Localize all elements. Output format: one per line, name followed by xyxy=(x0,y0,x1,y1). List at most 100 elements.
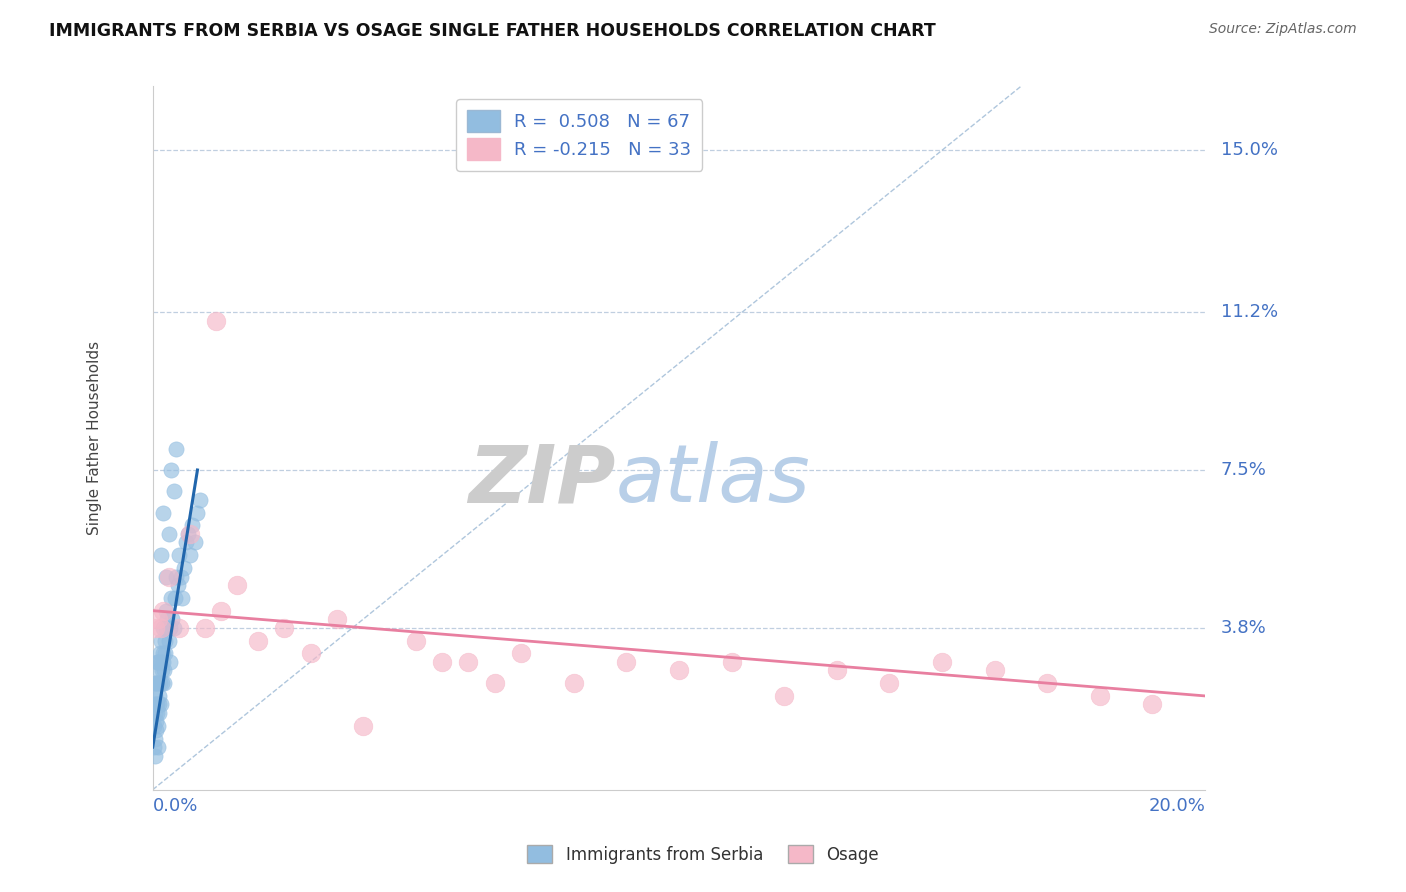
Point xyxy=(160,612,183,626)
Point xyxy=(143,676,166,690)
Point xyxy=(179,527,201,541)
Text: ZIP: ZIP xyxy=(468,442,616,519)
Point xyxy=(153,664,176,678)
Point xyxy=(143,719,166,733)
Text: 15.0%: 15.0% xyxy=(1220,141,1278,160)
Point xyxy=(184,535,207,549)
Point xyxy=(825,664,848,678)
Point xyxy=(143,740,166,755)
Point xyxy=(430,655,453,669)
Point xyxy=(148,646,170,660)
Point xyxy=(149,655,172,669)
Point xyxy=(145,723,167,737)
Point xyxy=(983,664,1005,678)
Point xyxy=(143,621,166,635)
Point xyxy=(156,612,179,626)
Point xyxy=(773,689,796,703)
Point xyxy=(145,714,167,729)
Point xyxy=(226,578,249,592)
Text: 0.0%: 0.0% xyxy=(153,797,198,814)
Point xyxy=(153,633,176,648)
Point xyxy=(152,621,174,635)
Point xyxy=(181,518,204,533)
Legend: R =  0.508   N = 67, R = -0.215   N = 33: R = 0.508 N = 67, R = -0.215 N = 33 xyxy=(457,99,702,171)
Point xyxy=(169,569,191,583)
Text: Single Father Households: Single Father Households xyxy=(87,341,103,535)
Point xyxy=(150,664,173,678)
Point xyxy=(167,621,190,635)
Point xyxy=(177,527,200,541)
Point xyxy=(155,604,177,618)
Point xyxy=(167,578,190,592)
Point xyxy=(179,548,201,562)
Point xyxy=(149,676,172,690)
Point xyxy=(155,569,177,583)
Point xyxy=(174,535,197,549)
Point xyxy=(149,698,172,712)
Point xyxy=(159,655,181,669)
Point xyxy=(209,604,232,618)
Point xyxy=(145,698,167,712)
Point xyxy=(1036,676,1059,690)
Point xyxy=(152,506,174,520)
Point xyxy=(614,655,637,669)
Point xyxy=(155,646,177,660)
Point xyxy=(167,548,190,562)
Point xyxy=(142,698,165,712)
Point xyxy=(273,621,295,635)
Point xyxy=(145,676,167,690)
Point xyxy=(484,676,506,690)
Point xyxy=(931,655,953,669)
Point xyxy=(186,506,208,520)
Point xyxy=(148,664,170,678)
Point xyxy=(510,646,533,660)
Point xyxy=(160,591,183,605)
Point xyxy=(326,612,349,626)
Point xyxy=(299,646,322,660)
Point xyxy=(668,664,690,678)
Point xyxy=(146,719,169,733)
Point xyxy=(165,569,187,583)
Point xyxy=(146,655,169,669)
Point xyxy=(146,698,169,712)
Point xyxy=(146,655,169,669)
Point xyxy=(143,689,166,703)
Point xyxy=(149,548,172,562)
Point xyxy=(165,442,187,456)
Point xyxy=(1088,689,1111,703)
Point xyxy=(352,719,374,733)
Point xyxy=(194,621,217,635)
Text: atlas: atlas xyxy=(616,442,810,519)
Point xyxy=(150,633,173,648)
Text: IMMIGRANTS FROM SERBIA VS OSAGE SINGLE FATHER HOUSEHOLDS CORRELATION CHART: IMMIGRANTS FROM SERBIA VS OSAGE SINGLE F… xyxy=(49,22,936,40)
Text: 20.0%: 20.0% xyxy=(1149,797,1205,814)
Text: Source: ZipAtlas.com: Source: ZipAtlas.com xyxy=(1209,22,1357,37)
Point xyxy=(163,621,186,635)
Point xyxy=(148,698,170,712)
Point xyxy=(148,706,170,720)
Point xyxy=(205,314,228,328)
Point xyxy=(146,740,169,755)
Point xyxy=(157,633,180,648)
Point xyxy=(163,484,186,499)
Point xyxy=(146,612,169,626)
Point xyxy=(879,676,901,690)
Point xyxy=(152,646,174,660)
Point xyxy=(159,621,181,635)
Point xyxy=(160,463,183,477)
Point xyxy=(146,706,169,720)
Point xyxy=(152,655,174,669)
Point xyxy=(152,604,174,618)
Point xyxy=(152,676,174,690)
Point xyxy=(562,676,585,690)
Point xyxy=(246,633,269,648)
Point xyxy=(157,569,180,583)
Point xyxy=(457,655,479,669)
Legend: Immigrants from Serbia, Osage: Immigrants from Serbia, Osage xyxy=(520,838,886,871)
Point xyxy=(173,561,195,575)
Point xyxy=(172,591,194,605)
Point xyxy=(405,633,427,648)
Point xyxy=(148,689,170,703)
Point xyxy=(157,527,180,541)
Point xyxy=(143,731,166,746)
